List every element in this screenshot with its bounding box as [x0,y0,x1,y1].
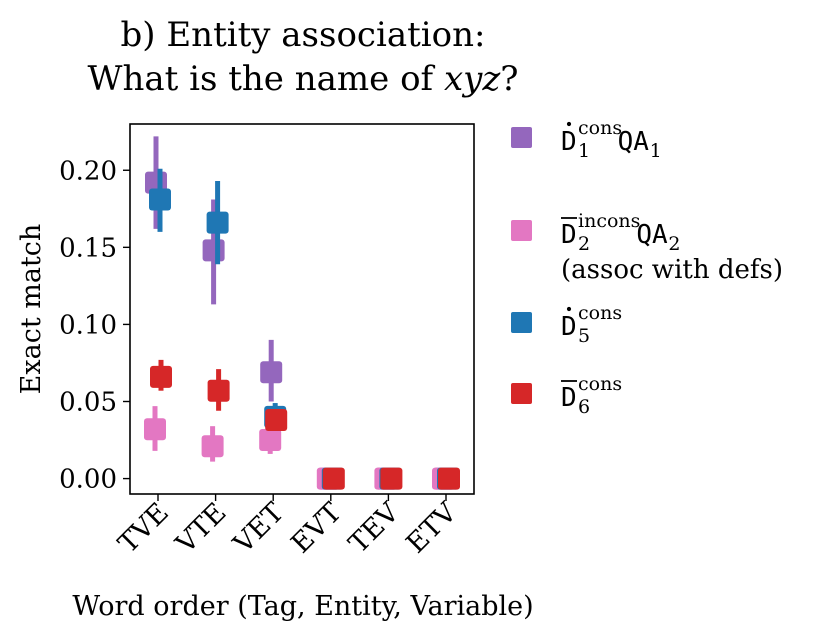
marker-2-TVE [149,188,171,211]
x-axis-label: Word order (Tag, Entity, Variable) [72,591,533,622]
marker-3-EVT [322,467,345,490]
legend-accent-dot-0 [566,121,572,127]
marker-1-VET [259,429,282,452]
legend-sup-3: cons [578,373,622,395]
series-3 [150,359,460,490]
legend-sub-0: 1 [578,140,590,162]
legend-suffix-sub-0: 1 [650,140,662,162]
legend-sub-1: 2 [578,233,590,255]
x-tick-label-VTE: VTE [169,497,232,560]
legend-sub-2: 5 [578,325,590,347]
x-tick-label-EVT: EVT [285,497,347,559]
marker-0-VET [260,361,283,384]
x-tick-label-TVE: TVE [113,497,175,559]
chart-title-line-2-prefix: What is the name of [88,59,444,99]
legend-swatch-0 [511,127,532,148]
marker-1-TVE [144,418,166,441]
marker-3-TEV [380,467,403,490]
y-tick-label-0: 0.00 [59,465,117,495]
chart-title-line-2-suffix: ? [500,59,518,99]
marker-3-TVE [150,365,172,388]
marker-2-VTE [206,211,229,234]
legend-base-1: D [561,220,577,250]
legend-suffix-1: QA [636,220,668,250]
legend-extra-1: (assoc with defs) [561,255,783,285]
chart-title-line-1: b) Entity association: [121,15,486,55]
chart-title: b) Entity association: What is the name … [88,15,519,99]
y-tick-label-4: 0.20 [59,156,117,186]
legend-swatch-1 [511,220,532,241]
series-1 [144,406,454,490]
x-tick-label-TEV: TEV [343,497,406,560]
series-0 [145,136,455,490]
legend-accent-dot-2 [566,306,572,312]
legend-swatch-3 [511,383,532,404]
marker-3-VTE [207,379,230,402]
legend-sup-1: incons [578,210,640,232]
y-tick-label-3: 0.15 [59,233,117,263]
x-tick-label-ETV: ETV [401,497,464,560]
chart-title-line-2: What is the name of xyz? [88,59,519,99]
plot-frame [129,123,475,495]
y-tick-label-1: 0.05 [59,388,117,418]
legend-base-2: D [561,312,577,342]
y-tick-label-2: 0.10 [59,310,117,340]
legend-sup-0: cons [578,117,622,139]
legend-base-3: D [561,383,577,413]
legend-sup-2: cons [578,302,622,324]
marker-0-VTE [202,239,225,262]
chart-title-line-2-var: xyz [444,59,501,99]
plot-marks [144,136,460,490]
x-tick-label-VET: VET [227,497,290,560]
marker-3-VET [265,409,288,431]
legend-swatch-2 [511,312,532,333]
marker-1-VTE [201,435,224,458]
series-2 [149,168,459,490]
legend-suffix-sub-1: 2 [668,233,680,255]
legend-base-0: D [561,127,577,157]
marker-3-ETV [438,467,460,490]
legend-suffix-0: QA [618,127,650,157]
legend-sub-3: 6 [578,396,590,418]
y-axis-ticks: 0.00 0.05 0.10 0.15 0.20 [59,156,130,495]
y-axis-label: Exact match [16,224,47,395]
